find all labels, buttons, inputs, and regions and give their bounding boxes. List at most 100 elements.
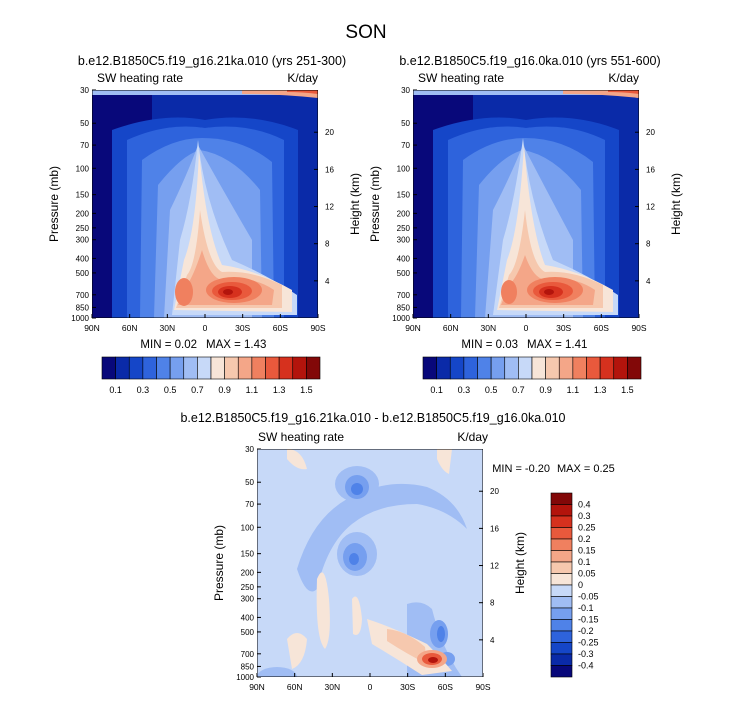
panel-2-colorbar-label: 0.5 — [485, 385, 498, 395]
panel-1-ytick-label: 850 — [76, 303, 90, 312]
panel-3-right-label: K/day — [457, 430, 488, 444]
panel-1-xtick-label: 30S — [235, 323, 250, 333]
panel-2-plot — [413, 90, 639, 318]
panel-2-colorbar-swatch — [545, 356, 560, 380]
panel-2-left-label: SW heating rate — [418, 71, 504, 85]
panel-3-xtick-label: 0 — [368, 682, 373, 692]
panel-3: b.e12.B1850C5.f19_g16.21ka.010 - b.e12.B… — [180, 411, 614, 692]
panel-1-colorbar-label: 0.3 — [137, 385, 150, 395]
panel-2-y2tick-label: 4 — [646, 277, 651, 286]
panel-2-colorbar-swatch — [463, 356, 478, 380]
panel-1-colorbar-swatch — [115, 356, 130, 380]
panel-2-colorbar-label: 0.1 — [430, 385, 443, 395]
panel-3-xtick-label: 60N — [287, 682, 303, 692]
panel-1-ytick-label: 50 — [80, 119, 89, 128]
panel-3-y2tick-label: 8 — [490, 599, 495, 608]
panel-2-y2axis-title: Height (km) — [669, 173, 683, 235]
panel-3-xtick-label: 60S — [438, 682, 453, 692]
panel-2-ytick-label: 250 — [397, 224, 411, 233]
panel-1-colorbar-swatch — [278, 356, 294, 380]
panel-1-colorbar-swatch — [197, 356, 212, 380]
panel-3-colorbar-swatch — [550, 492, 573, 505]
panel-2-min: MIN = 0.03 — [461, 339, 518, 351]
panel-1-ytick-label: 200 — [76, 209, 90, 218]
panel-1-colorbar-label: 1.5 — [300, 385, 313, 395]
panel-3-colorbar-label: 0 — [578, 580, 583, 590]
panel-3-colorbar-swatch — [550, 653, 573, 666]
panel-1-y2tick-label: 4 — [325, 277, 330, 286]
panel-1-left-label: SW heating rate — [97, 71, 183, 85]
panel-1-colorbar-swatch — [183, 356, 198, 380]
panel-2-ytick-label: 100 — [397, 164, 411, 173]
panel-1-y2tick-label: 8 — [325, 240, 330, 249]
panel-2-xtick-label: 90N — [405, 323, 421, 333]
panel-2-ytick-label: 700 — [397, 291, 411, 300]
panel-2-right-label: K/day — [608, 71, 639, 85]
panel-2-colorbar-swatch — [449, 356, 465, 380]
panel-2-y2tick-label: 12 — [646, 203, 655, 212]
panel-3-colorbar-swatch — [550, 561, 573, 574]
panel-2-ytick-label: 500 — [397, 269, 411, 278]
panel-1-ytick-label: 400 — [76, 254, 90, 263]
panel-3-y2tick-label: 4 — [490, 636, 495, 645]
panel-1-right-label: K/day — [287, 71, 318, 85]
panel-2-field — [413, 90, 639, 318]
panel-3-xtick-label: 30N — [325, 682, 341, 692]
panel-3-colorbar-swatch — [550, 573, 573, 586]
panel-2-ytick-label: 150 — [397, 191, 411, 200]
panel-3-xtick-label: 90S — [475, 682, 490, 692]
page-title: SON — [345, 22, 386, 43]
panel-2-ytick-label: 300 — [397, 236, 411, 245]
panel-2-colorbar-swatch — [422, 356, 437, 380]
panel-1-colorbar-label: 0.7 — [191, 385, 204, 395]
panel-2-colorbar-label: 1.3 — [594, 385, 607, 395]
panel-2-ytick-label: 30 — [401, 86, 410, 95]
panel-2-colorbar-label: 0.3 — [458, 385, 471, 395]
panel-1-field — [92, 90, 318, 318]
panel-1-colorbar: 0.1 0.3 0.5 0.7 0.9 1.1 1.3 1.5 — [101, 356, 321, 395]
panel-3-colorbar-label: -0.1 — [578, 603, 594, 613]
panel-3-ytick-label: 850 — [241, 662, 255, 671]
panel-1-colorbar-swatch — [265, 356, 280, 380]
panel-3-y2axis-title: Height (km) — [513, 532, 527, 594]
panel-3-colorbar-label: 0.1 — [578, 557, 591, 567]
panel-1-colorbar-label: 0.5 — [164, 385, 177, 395]
panel-2-colorbar-swatch — [518, 356, 533, 380]
panel-2-colorbar-swatch — [436, 356, 451, 380]
panel-1: b.e12.B1850C5.f19_g16.21ka.010 (yrs 251-… — [47, 54, 362, 395]
panel-1-xtick-label: 90S — [310, 323, 325, 333]
panel-2-y2tick-label: 16 — [646, 165, 655, 174]
panel-1-xtick-label: 30N — [160, 323, 176, 333]
panel-2-yaxis-title: Pressure (mb) — [368, 166, 382, 242]
panel-3-colorbar-label: -0.3 — [578, 649, 594, 659]
panel-1-colorbar-swatch — [128, 356, 144, 380]
panel-3-ytick-label: 150 — [241, 550, 255, 559]
panel-3-colorbar-swatch — [550, 584, 573, 597]
panel-2-title: b.e12.B1850C5.f19_g16.0ka.010 (yrs 551-6… — [399, 54, 660, 68]
panel-2-colorbar-swatch — [477, 356, 492, 380]
panel-2-colorbar: 0.1 0.3 0.5 0.7 0.9 1.1 1.3 1.5 — [422, 356, 642, 395]
panel-3-colorbar-swatch — [550, 607, 573, 620]
panel-2-colorbar-swatch — [504, 356, 519, 380]
panel-1-ytick-label: 250 — [76, 224, 90, 233]
panel-2-colorbar-label: 1.5 — [621, 385, 634, 395]
panel-3-y2tick-label: 16 — [490, 524, 499, 533]
panel-3-colorbar-swatch — [550, 550, 573, 563]
panel-2-y2tick-label: 20 — [646, 128, 655, 137]
panel-1-ytick-label: 30 — [80, 86, 89, 95]
panel-3-ytick-label: 300 — [241, 595, 255, 604]
panel-2-colorbar-swatch — [627, 356, 642, 380]
panel-3-ytick-label: 50 — [245, 478, 254, 487]
panel-1-colorbar-label: 1.1 — [246, 385, 259, 395]
panel-2-colorbar-swatch — [572, 356, 587, 380]
panel-1-ytick-label: 500 — [76, 269, 90, 278]
panel-1-max: MAX = 1.43 — [206, 339, 266, 351]
panel-3-colorbar-label: 0.15 — [578, 546, 596, 556]
panel-1-colorbar-swatch — [101, 356, 116, 380]
panel-3-ytick-label: 100 — [241, 523, 255, 532]
panel-3-plot — [257, 449, 483, 677]
panel-3-xtick-label: 30S — [400, 682, 415, 692]
panel-1-axes: 30 50 70 100 150 200 250 300 400 500 700 850 1000 20 1… — [71, 86, 334, 333]
panel-3-xtick-label: 90N — [249, 682, 265, 692]
panel-3-min: MIN = -0.20 — [492, 463, 550, 475]
